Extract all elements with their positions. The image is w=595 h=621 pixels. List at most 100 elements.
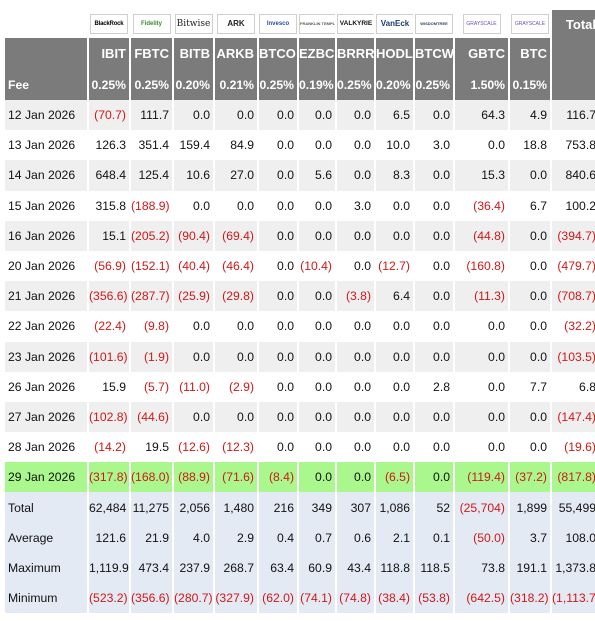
issuer-logo-cell: VALKYRIE: [337, 10, 374, 38]
row-date: 20 Jan 2026: [5, 250, 87, 282]
stats-row-maximum: Maximum 1,119.9 473.4 237.9 268.7 63.4 60.9 43.…: [5, 552, 595, 583]
flow-cell-btcw: 0.0: [415, 100, 453, 131]
flow-cell-fbtc: (9.8): [131, 311, 172, 342]
fee-ezbc: 0.19%: [299, 69, 335, 100]
stats-cell-fbtc: 11,275: [131, 492, 172, 523]
flow-cell-fbtc: (168.0): [131, 462, 172, 493]
flow-cell-ezbc: 0.0: [299, 371, 335, 402]
flow-cell-hodl: 0.0: [376, 341, 413, 372]
ticker-header-total-blank: [552, 38, 595, 69]
stats-cell-bitb: (280.7): [174, 583, 213, 614]
flow-cell-ezbc: 5.6: [299, 160, 335, 191]
flow-cell-ibit: (14.2): [89, 432, 129, 463]
stats-total: 108.0: [552, 522, 595, 553]
row-total: (103.5): [552, 341, 595, 372]
flow-cell-fbtc: 351.4: [131, 130, 172, 161]
flow-cell-btco: 0.0: [259, 432, 297, 463]
row-date: 12 Jan 2026: [5, 100, 87, 131]
stats-cell-fbtc: 21.9: [131, 522, 172, 553]
flow-cell-brrr: 0.0: [337, 311, 374, 342]
ticker-brrr: BRRR: [337, 38, 374, 69]
grayscale-logo: GRAYSCALE: [462, 14, 501, 34]
flow-cell-ibit: (101.6): [89, 341, 129, 372]
flow-cell-hodl: (6.5): [376, 462, 413, 493]
franklin-logo: FRANKLIN TEMPLETON: [299, 14, 335, 34]
flow-cell-brrr: 0.0: [337, 100, 374, 131]
ticker-hodl: HODL: [376, 38, 413, 69]
stats-cell-brrr: 0.6: [337, 522, 374, 553]
flow-cell-ibit: (56.9): [89, 250, 129, 282]
flow-cell-btcw: 0.0: [415, 311, 453, 342]
flow-cell-bitb: 10.6: [174, 160, 213, 191]
fee-btcw: 0.25%: [415, 69, 453, 100]
flow-cell-ezbc: 0.0: [299, 190, 335, 221]
row-total: 6.8: [552, 371, 595, 402]
flow-cell-btc: 0.0: [510, 160, 550, 191]
stats-cell-gbtc: (25,704): [455, 492, 508, 523]
issuer-logo-cell: VanEck: [376, 10, 413, 38]
stats-label: Total: [5, 492, 87, 523]
stats-cell-brrr: 307: [337, 492, 374, 523]
row-date: 27 Jan 2026: [5, 401, 87, 433]
flow-cell-btc: 0.0: [510, 432, 550, 463]
ticker-fbtc: FBTC: [131, 38, 172, 69]
stats-label: Minimum: [5, 583, 87, 614]
flow-cell-gbtc: 0.0: [455, 341, 508, 372]
flow-cell-btcw: 0.0: [415, 160, 453, 191]
stats-cell-bitb: 4.0: [174, 522, 213, 553]
fee-ibit: 0.25%: [89, 69, 129, 100]
flow-cell-hodl: 0.0: [376, 190, 413, 221]
table-row: 20 Jan 2026 (56.9) (152.1) (40.4) (46.4) 0.0(…: [5, 250, 595, 282]
flow-cell-ibit: 15.1: [89, 220, 129, 251]
flow-cell-arkb: 0.0: [215, 401, 257, 433]
flow-cell-ibit: 126.3: [89, 130, 129, 161]
flow-cell-bitb: (25.9): [174, 281, 213, 312]
stats-cell-bitb: 237.9: [174, 552, 213, 583]
flow-cell-gbtc: 15.3: [455, 160, 508, 191]
ticker-ezbc: EZBC: [299, 38, 335, 69]
issuer-logo-cell: BlackRock: [89, 10, 129, 38]
flow-cell-fbtc: (5.7): [131, 371, 172, 402]
stats-cell-btcw: (53.8): [415, 583, 453, 614]
fee-row: Fee 0.25% 0.25% 0.20% 0.21% 0.25% 0.19% 0.25% 0.…: [5, 69, 595, 100]
fee-total-blank: [552, 69, 595, 100]
stats-cell-ezbc: 0.7: [299, 522, 335, 553]
flow-cell-gbtc: 0.0: [455, 401, 508, 433]
row-total: 116.7: [552, 100, 595, 131]
fee-fbtc: 0.25%: [131, 69, 172, 100]
flow-cell-arkb: 84.9: [215, 130, 257, 161]
row-total: (708.7): [552, 281, 595, 312]
stats-total: 55,499: [552, 492, 595, 523]
flow-cell-btco: 0.0: [259, 341, 297, 372]
stats-cell-gbtc: 73.8: [455, 552, 508, 583]
stats-cell-hodl: 118.8: [376, 552, 413, 583]
flow-cell-btc: 0.0: [510, 401, 550, 433]
flow-cell-brrr: 0.0: [337, 130, 374, 161]
flow-cell-brrr: 0.0: [337, 371, 374, 402]
flow-cell-brrr: (3.8): [337, 281, 374, 312]
flow-cell-ezbc: 0.0: [299, 100, 335, 131]
ticker-header-row: IBIT FBTC BITB ARKB BTCO EZBC BRRR HODL BTCW GBTC…: [5, 38, 595, 69]
stats-cell-gbtc: (50.0): [455, 522, 508, 553]
stats-cell-ezbc: 60.9: [299, 552, 335, 583]
row-total: (19.6): [552, 432, 595, 463]
stats-cell-hodl: 1,086: [376, 492, 413, 523]
flow-cell-fbtc: (44.6): [131, 401, 172, 433]
flow-cell-ezbc: 0.0: [299, 401, 335, 433]
flow-cell-btcw: 0.0: [415, 432, 453, 463]
flow-cell-btco: 0.0: [259, 250, 297, 282]
flow-cell-ibit: (356.6): [89, 281, 129, 312]
logo-corner: [5, 10, 87, 38]
flow-cell-btcw: 0.0: [415, 462, 453, 493]
flow-cell-btcw: 0.0: [415, 190, 453, 221]
fee-arkb: 0.21%: [215, 69, 257, 100]
flow-cell-ibit: (102.8): [89, 401, 129, 433]
row-date: 14 Jan 2026: [5, 160, 87, 191]
table-row: 23 Jan 2026 (101.6) (1.9) 0.0 0.0 0.0 0.0 0.0 0.…: [5, 341, 595, 372]
flow-cell-gbtc: (119.4): [455, 462, 508, 493]
flow-cell-btco: 0.0: [259, 311, 297, 342]
flow-cell-btco: 0.0: [259, 401, 297, 433]
flow-cell-brrr: 0.0: [337, 250, 374, 282]
flow-cell-hodl: 0.0: [376, 401, 413, 433]
flow-cell-brrr: 0.0: [337, 432, 374, 463]
